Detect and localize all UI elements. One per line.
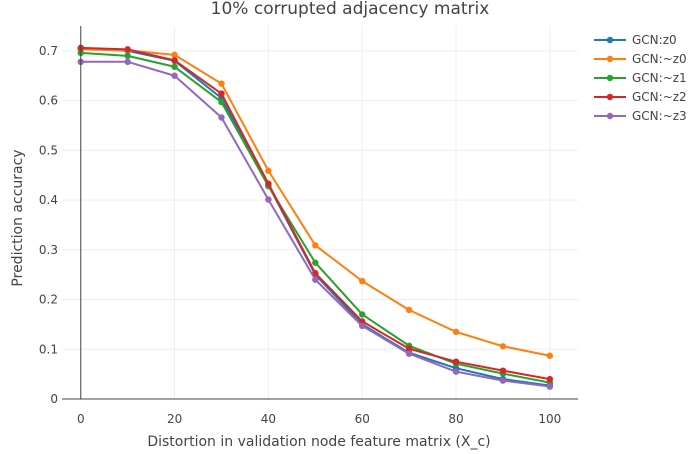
series-gcn-z1 [77, 49, 554, 386]
data-point [171, 63, 178, 70]
x-axis-label: Distortion in validation node feature ma… [147, 434, 490, 450]
legend-swatch-marker [606, 93, 614, 101]
legend-label: GCN:~z3 [632, 109, 687, 123]
x-tick-label: 60 [355, 412, 370, 426]
data-point [124, 46, 131, 53]
data-point [359, 311, 366, 318]
data-point [359, 277, 366, 285]
series-line [80, 51, 551, 384]
legend-item: GCN:~z0 [594, 52, 687, 66]
y-tick-label: 0.2 [39, 293, 58, 307]
data-point [312, 259, 319, 266]
legend-swatch-marker [606, 36, 614, 44]
chart-title: 10% corrupted adjacency matrix [211, 0, 490, 19]
legend-item: GCN:~z1 [594, 71, 687, 85]
data-point [499, 377, 507, 384]
data-point [312, 276, 319, 283]
data-point [265, 167, 272, 174]
data-point [218, 98, 225, 106]
x-tick-label: 20 [167, 412, 182, 426]
data-point [452, 358, 460, 365]
legend-label: GCN:~z0 [632, 52, 687, 66]
legend-label: GCN:~z2 [632, 90, 687, 104]
legend-label: GCN:~z1 [632, 71, 687, 85]
data-point [171, 57, 178, 64]
x-tick-label: 80 [448, 412, 463, 426]
axes: 0 20 40 60 80 100 0 0.1 0.2 0.3 0.4 0.5 0.6 0.7 [39, 26, 578, 426]
data-point [312, 269, 319, 277]
series-line [80, 60, 550, 388]
legend-item: GCN:~z3 [594, 109, 687, 123]
data-point [452, 368, 460, 375]
y-tick-label: 0.4 [39, 193, 58, 207]
legend-swatch-marker [606, 74, 614, 82]
data-point [124, 58, 131, 66]
series-gcn-z0 [77, 45, 554, 389]
y-tick-label: 0.7 [39, 44, 58, 58]
data-point [265, 180, 272, 187]
legend-swatch-marker [606, 55, 614, 63]
data-point [405, 306, 413, 314]
data-point [405, 345, 413, 352]
data-point [218, 80, 225, 87]
grid [62, 26, 578, 399]
y-tick-label: 0.1 [39, 342, 58, 356]
y-axis-label: Prediction accuracy [10, 149, 26, 286]
data-point [546, 383, 554, 390]
data-point [312, 242, 319, 249]
legend-item: GCN:~z2 [594, 90, 687, 104]
legend-label: GCN:z0 [632, 33, 677, 47]
y-tick-label: 0 [50, 392, 58, 406]
series-line [80, 46, 551, 381]
x-tick-label: 40 [261, 412, 276, 426]
legend-item: GCN:z0 [594, 33, 677, 47]
x-tick-label: 0 [77, 412, 85, 426]
data-point [359, 322, 366, 330]
series-line [80, 47, 550, 387]
series-group [77, 44, 554, 390]
series-gcn-z0 [77, 46, 554, 359]
series-gcn-z3 [77, 58, 554, 390]
data-point [124, 52, 131, 60]
series-line [80, 48, 551, 357]
data-point [499, 367, 507, 374]
legend-swatch-marker [606, 112, 614, 120]
data-point [218, 90, 225, 97]
data-point [171, 72, 178, 79]
data-point [499, 343, 507, 350]
data-point [405, 350, 413, 357]
data-point [218, 114, 225, 121]
data-point [546, 352, 554, 359]
series-gcn-z2 [77, 44, 554, 383]
data-point [265, 196, 272, 203]
legend: GCN:z0 GCN:~z0 GCN:~z1 GCN:~z2 GCN:~z3 [594, 33, 687, 123]
y-tick-label: 0.3 [39, 243, 58, 257]
x-tick-label: 100 [538, 412, 561, 426]
data-point [546, 375, 554, 383]
y-tick-label: 0.5 [39, 143, 58, 157]
data-point [171, 51, 178, 59]
y-tick-label: 0.6 [39, 94, 58, 108]
data-point [452, 328, 460, 336]
